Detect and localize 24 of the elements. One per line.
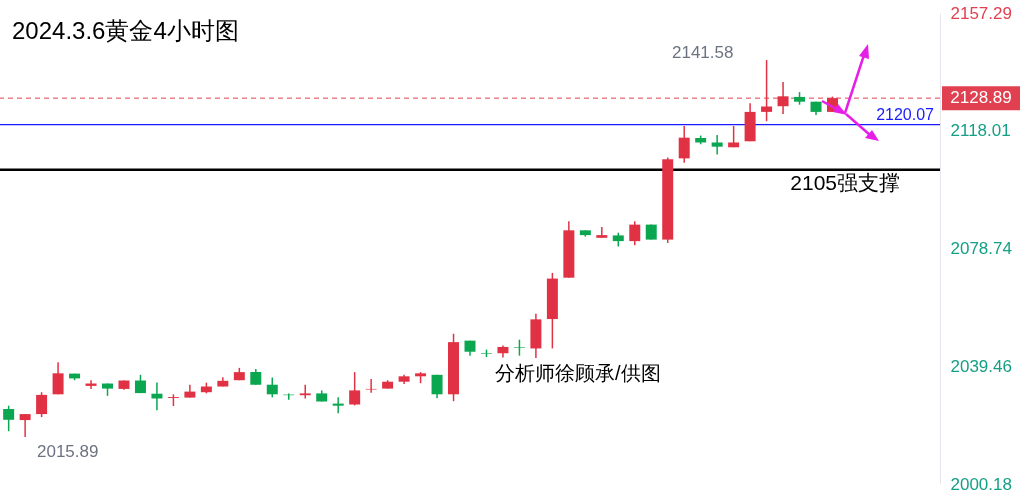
candlestick [662, 156, 674, 244]
candlestick [711, 134, 723, 156]
y-tick-label: 2078.74 [950, 238, 1012, 258]
y-tick-label: 2118.01 [950, 121, 1011, 141]
candlestick [36, 391, 48, 418]
candlestick [349, 371, 361, 407]
candlestick [365, 378, 377, 394]
candlestick [3, 404, 15, 432]
candlestick [299, 383, 311, 400]
candlestick [546, 272, 558, 350]
annotation: 2141.58 [672, 43, 734, 62]
y-tick-label: 2000.18 [950, 474, 1012, 494]
y-tick-label: 2157.29 [950, 3, 1012, 23]
chart-title: 2024.3.6黄金4小时图 [12, 17, 239, 44]
annotation: 分析师徐顾承/供图 [495, 362, 661, 384]
candlestick [398, 374, 410, 385]
ref-line-label: 2120.07 [876, 105, 935, 123]
ref-line-label: 2128.89 [950, 88, 1012, 108]
candlestick [728, 125, 740, 149]
annotation: 2015.89 [37, 442, 99, 461]
y-tick-label: 2039.46 [950, 356, 1012, 376]
candlestick [596, 226, 608, 239]
ref-line-label: 2105强支撑 [790, 170, 900, 194]
candlestick [448, 333, 460, 402]
